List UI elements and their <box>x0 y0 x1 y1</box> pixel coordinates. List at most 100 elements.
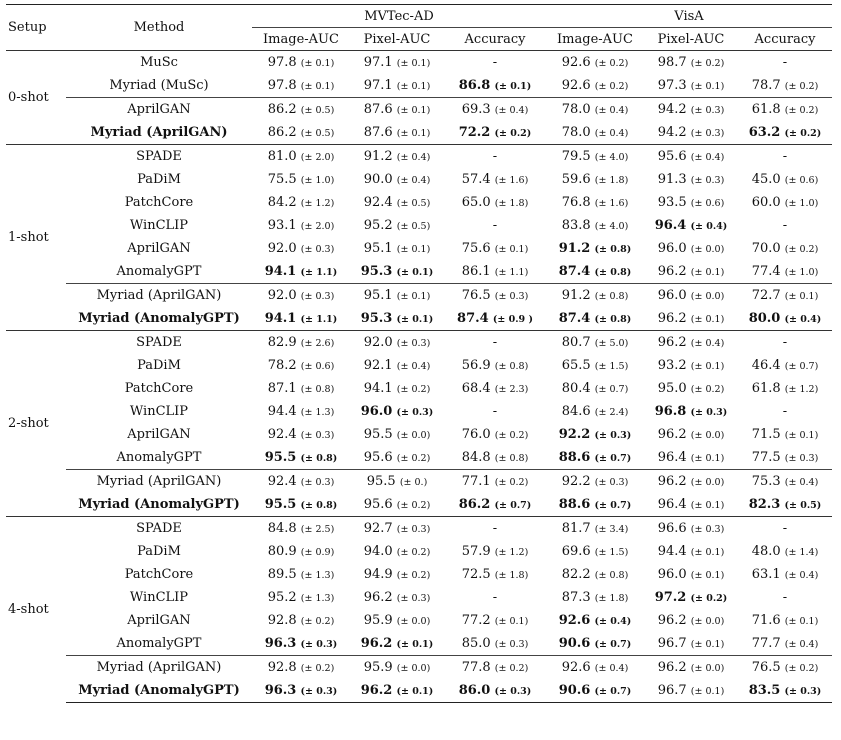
value-cell: 97.2 (± 0.2) <box>644 586 738 609</box>
value: 77.1 <box>461 474 491 489</box>
value: 92.6 <box>561 55 591 70</box>
value-cell: 61.8 (± 0.2) <box>738 97 832 121</box>
value-cell: 92.8 (± 0.2) <box>252 609 350 632</box>
value-cell: 79.5 (± 4.0) <box>546 144 644 168</box>
value: 77.2 <box>461 613 491 628</box>
setup-cell: 4-shot <box>6 516 66 703</box>
std-dev: (± 0.6) <box>784 175 819 186</box>
std-dev: (± 0.4) <box>784 639 819 650</box>
value: 87.6 <box>363 125 393 140</box>
value-cell: 95.5 (± 0.0) <box>350 423 444 446</box>
table-row: PatchCore 87.1 (± 0.8) 94.1 (± 0.2) 68.4 (±… <box>6 377 832 400</box>
value-cell: 92.7 (± 0.3) <box>350 516 444 540</box>
value-cell: 84.8 (± 2.5) <box>252 516 350 540</box>
std-dev: (± 0.4) <box>494 105 529 116</box>
value: 97.3 <box>657 78 687 93</box>
value: 92.8 <box>267 660 297 675</box>
value-cell: 97.8 (± 0.1) <box>252 50 350 74</box>
value: 89.5 <box>267 567 297 582</box>
std-dev: (± 0.9) <box>300 547 335 558</box>
value: 84.8 <box>267 521 297 536</box>
value: 69.3 <box>461 102 491 117</box>
value-cell: 95.3 (± 0.1) <box>350 307 444 331</box>
value: 96.7 <box>657 636 687 651</box>
value: 63.1 <box>751 567 781 582</box>
value-cell: 75.5 (± 1.0) <box>252 168 350 191</box>
value-cell: 71.6 (± 0.1) <box>738 609 832 632</box>
method-cell: PaDiM <box>137 358 181 373</box>
value: 81.0 <box>267 149 297 164</box>
value: 96.6 <box>657 521 687 536</box>
std-dev: (± 0.1) <box>690 570 725 581</box>
value: 97.8 <box>267 78 297 93</box>
std-dev: (± 0.) <box>399 477 428 488</box>
value-cell: 92.4 (± 0.3) <box>252 469 350 493</box>
std-dev: (± 0.0) <box>396 430 431 441</box>
results-table: Setup Method MVTec-AD VisA Image-AUC Pixel-AU… <box>6 4 832 703</box>
value: 61.8 <box>751 102 781 117</box>
value: 82.9 <box>267 335 297 350</box>
value: 92.0 <box>267 241 297 256</box>
value-cell: 90.0 (± 0.4) <box>350 168 444 191</box>
table-row: WinCLIP 95.2 (± 1.3) 96.2 (± 0.3) -87.3 (± … <box>6 586 832 609</box>
method-cell: PatchCore <box>124 567 194 582</box>
value-cell: 96.2 (± 0.1) <box>350 632 444 656</box>
std-dev: (± 0.5) <box>396 198 431 209</box>
std-dev: (± 2.0) <box>300 221 335 232</box>
method-cell: AnomalyGPT <box>116 264 202 279</box>
value: 92.6 <box>558 613 591 628</box>
value: 77.8 <box>461 660 491 675</box>
method-cell: Myriad (AnomalyGPT) <box>78 497 240 512</box>
table-row: PaDiM 75.5 (± 1.0) 90.0 (± 0.4) 57.4 (± 1.6… <box>6 168 832 191</box>
value: 92.2 <box>561 474 591 489</box>
value: 96.0 <box>657 567 687 582</box>
value: 69.6 <box>561 544 591 559</box>
value: 68.4 <box>461 381 491 396</box>
value-cell: 87.3 (± 1.8) <box>546 586 644 609</box>
value: 76.5 <box>461 288 491 303</box>
std-dev: (± 0.1) <box>690 453 725 464</box>
value-cell: 78.2 (± 0.6) <box>252 354 350 377</box>
value-cell: 96.2 (± 0.3) <box>350 586 444 609</box>
method-cell: WinCLIP <box>129 590 189 605</box>
value-cell: - <box>444 400 546 423</box>
value-cell: 57.9 (± 1.2) <box>444 540 546 563</box>
std-dev: (± 0.3) <box>300 477 335 488</box>
method-cell: Myriad (AprilGAN) <box>66 655 252 679</box>
value: 75.3 <box>751 474 781 489</box>
value-cell: 80.7 (± 5.0) <box>546 330 644 354</box>
std-dev: (± 0.2) <box>300 616 335 627</box>
value: 97.1 <box>363 55 393 70</box>
value-cell: 94.9 (± 0.2) <box>350 563 444 586</box>
method-cell: Myriad (AprilGAN) <box>66 283 252 307</box>
value-cell: 76.0 (± 0.2) <box>444 423 546 446</box>
table-row: AprilGAN 92.8 (± 0.2) 95.9 (± 0.0) 77.2 (± … <box>6 609 832 632</box>
std-dev: (± 0.6) <box>300 361 335 372</box>
group-header-mvtec: MVTec-AD <box>252 4 546 28</box>
std-dev: (± 0.1) <box>494 81 532 92</box>
table-row: AnomalyGPT 94.1 (± 1.1) 95.3 (± 0.1) 86.1 (… <box>6 260 832 284</box>
std-dev: (± 0.8) <box>494 361 529 372</box>
value: 95.6 <box>657 149 687 164</box>
table-row: PaDiM 80.9 (± 0.9) 94.0 (± 0.2) 57.9 (± 1.2… <box>6 540 832 563</box>
method-cell: WinCLIP <box>129 404 189 419</box>
value-cell: 94.0 (± 0.2) <box>350 540 444 563</box>
value-cell: - <box>738 586 832 609</box>
setup-cell: 0-shot <box>6 50 66 145</box>
value-cell: 96.4 (± 0.1) <box>644 493 738 517</box>
value: 95.1 <box>363 241 393 256</box>
value-cell: 91.2 (± 0.4) <box>350 144 444 168</box>
method-cell: PatchCore <box>124 195 194 210</box>
std-dev: (± 0.2) <box>594 81 629 92</box>
value-cell: 86.0 (± 0.3) <box>444 679 546 703</box>
value-cell: 96.2 (± 0.1) <box>644 307 738 331</box>
std-dev: (± 0.0) <box>690 477 725 488</box>
value-cell: 97.1 (± 0.1) <box>350 74 444 98</box>
value: - <box>782 521 788 536</box>
value: 77.4 <box>751 264 781 279</box>
std-dev: (± 0.1) <box>690 314 725 325</box>
value-cell: 95.3 (± 0.1) <box>350 260 444 284</box>
value: 45.0 <box>751 172 781 187</box>
value-cell: 92.2 (± 0.3) <box>546 469 644 493</box>
value-cell: 86.1 (± 1.1) <box>444 260 546 284</box>
